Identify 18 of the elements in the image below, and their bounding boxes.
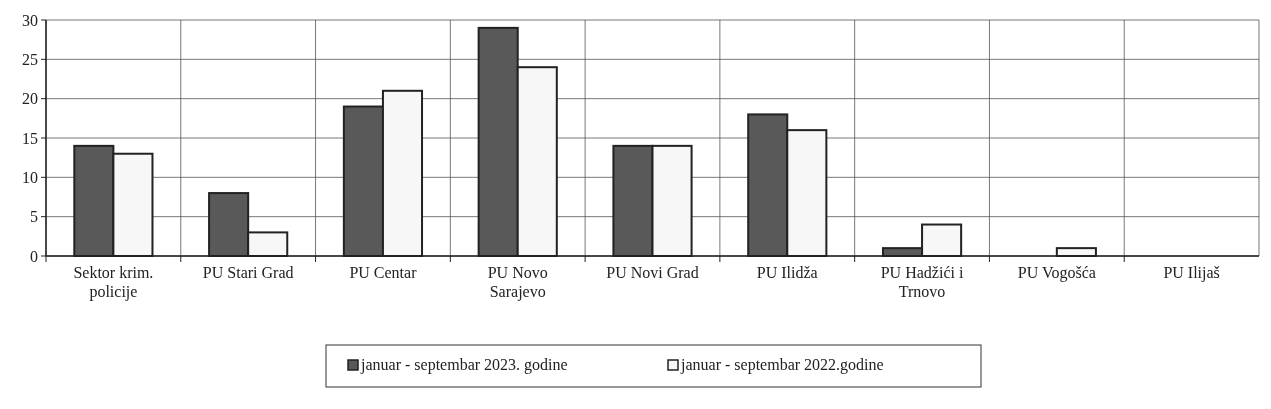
x-tick-label: PU Novi Grad <box>606 264 699 281</box>
legend-label: januar - septembar 2023. godine <box>360 356 568 374</box>
x-tick-label: PU Ilijaš <box>1163 264 1220 282</box>
y-tick-label: 5 <box>30 208 38 226</box>
y-tick-label: 10 <box>22 168 38 186</box>
x-tick-label: PU Stari Grad <box>202 264 294 281</box>
x-tick-label: PU Vogošća <box>1017 264 1096 282</box>
x-tick-label: PU Ilidža <box>756 264 818 281</box>
x-tick-label: PU Centar <box>349 264 418 281</box>
x-tick-label: PU Hadžići i Trnovo <box>880 264 964 300</box>
y-tick-label: 25 <box>22 50 38 68</box>
y-tick-label: 0 <box>30 247 38 265</box>
legend-label: januar - septembar 2022.godine <box>680 356 884 374</box>
y-tick-label: 20 <box>22 90 38 108</box>
y-tick-label: 15 <box>22 129 38 147</box>
x-tick-label: PU Novo Sarajevo <box>487 264 548 301</box>
y-tick-label: 30 <box>22 11 38 29</box>
x-tick-label: Sektor krim. policije <box>73 264 154 301</box>
